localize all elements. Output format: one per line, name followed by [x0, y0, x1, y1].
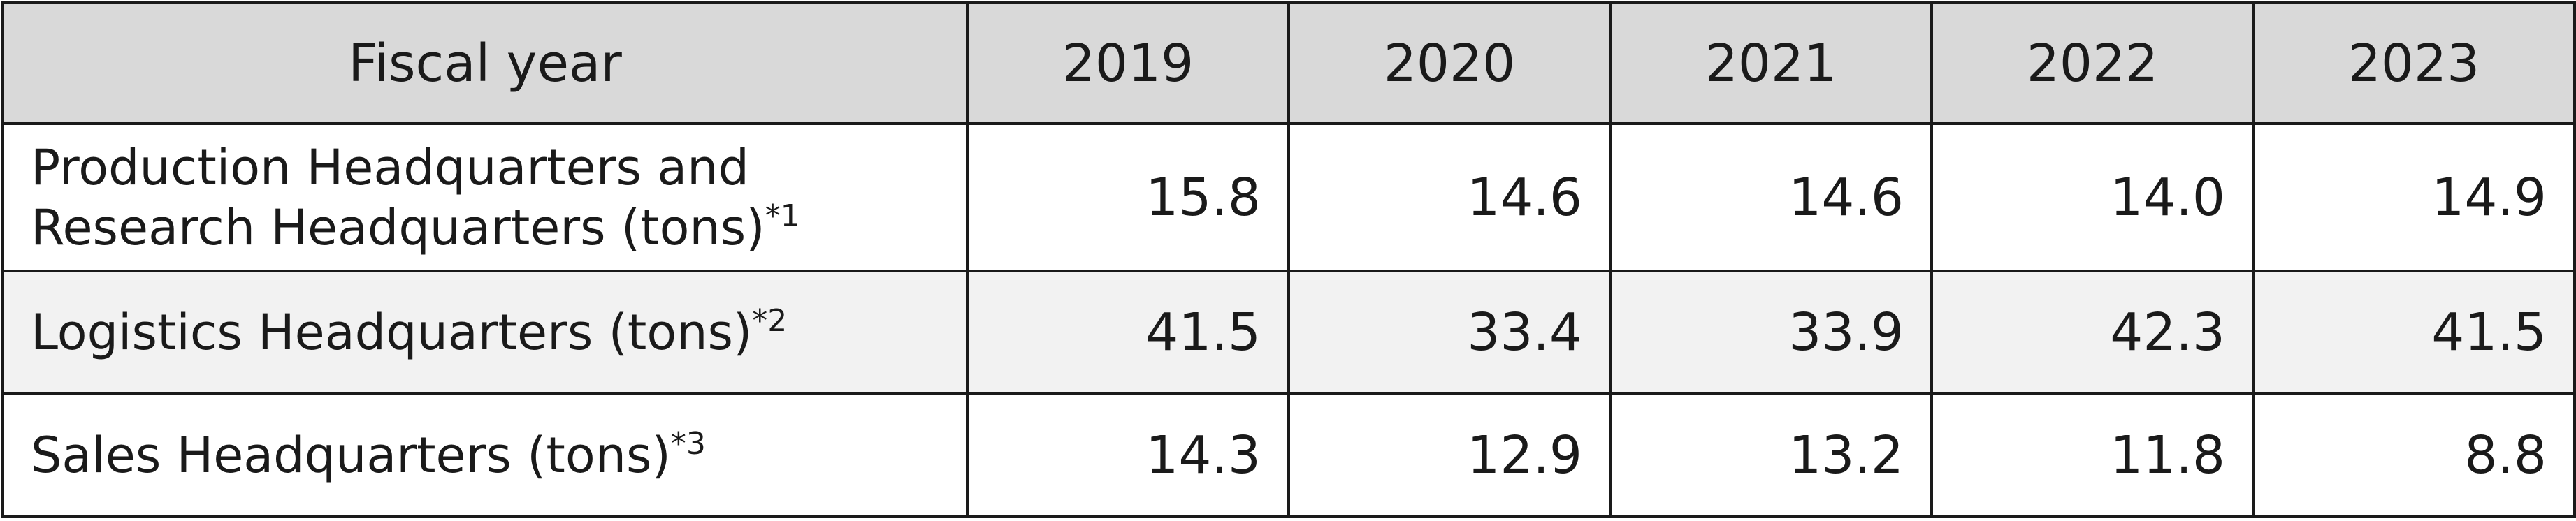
value-cell: 14.6: [1609, 122, 1933, 272]
value-cell: 33.4: [1287, 270, 1612, 395]
footnote-marker: *2: [752, 303, 788, 339]
row-label-line: Logistics Headquarters (tons)*2: [31, 302, 966, 362]
year-header-2020: 2020: [1287, 1, 1612, 125]
row-label-sales: Sales Headquarters (tons)*3: [1, 392, 969, 518]
value-cell: 41.5: [966, 270, 1290, 395]
table-row-production-research: Production Headquarters and Research Hea…: [1, 122, 2576, 272]
value-cell: 14.0: [1930, 122, 2255, 272]
row-label-text: Sales Headquarters (tons): [31, 427, 671, 484]
row-label-production-research: Production Headquarters and Research Hea…: [1, 122, 969, 272]
value-cell: 13.2: [1609, 392, 1933, 518]
value-cell: 42.3: [1930, 270, 2255, 395]
row-label-logistics: Logistics Headquarters (tons)*2: [1, 270, 969, 395]
row-label-text: Research Headquarters (tons): [31, 198, 765, 256]
row-label-line: Production Headquarters and: [31, 138, 749, 196]
table-row-sales: Sales Headquarters (tons)*3 14.3 12.9 13…: [1, 392, 2576, 518]
row-label-line: Sales Headquarters (tons)*3: [31, 425, 966, 485]
row-label-line: Research Headquarters (tons)*1: [31, 198, 966, 258]
value-cell: 14.6: [1287, 122, 1612, 272]
year-header-2021: 2021: [1609, 1, 1933, 125]
header-row: Fiscal year 2019 2020 2021 2022 2023: [1, 1, 2576, 125]
year-header-2019: 2019: [966, 1, 1290, 125]
row-label-text: Logistics Headquarters (tons): [31, 304, 753, 361]
year-header-2023: 2023: [2252, 1, 2576, 125]
value-cell: 15.8: [966, 122, 1290, 272]
fiscal-year-header: Fiscal year: [1, 1, 969, 125]
value-cell: 8.8: [2252, 392, 2576, 518]
value-cell: 11.8: [1930, 392, 2255, 518]
value-cell: 12.9: [1287, 392, 1612, 518]
value-cell: 41.5: [2252, 270, 2576, 395]
value-cell: 14.9: [2252, 122, 2576, 272]
value-cell: 33.9: [1609, 270, 1933, 395]
table-row-logistics: Logistics Headquarters (tons)*2 41.5 33.…: [1, 270, 2576, 395]
value-cell: 14.3: [966, 392, 1290, 518]
year-header-2022: 2022: [1930, 1, 2255, 125]
footnote-marker: *1: [765, 198, 800, 234]
footnote-marker: *3: [670, 426, 706, 462]
